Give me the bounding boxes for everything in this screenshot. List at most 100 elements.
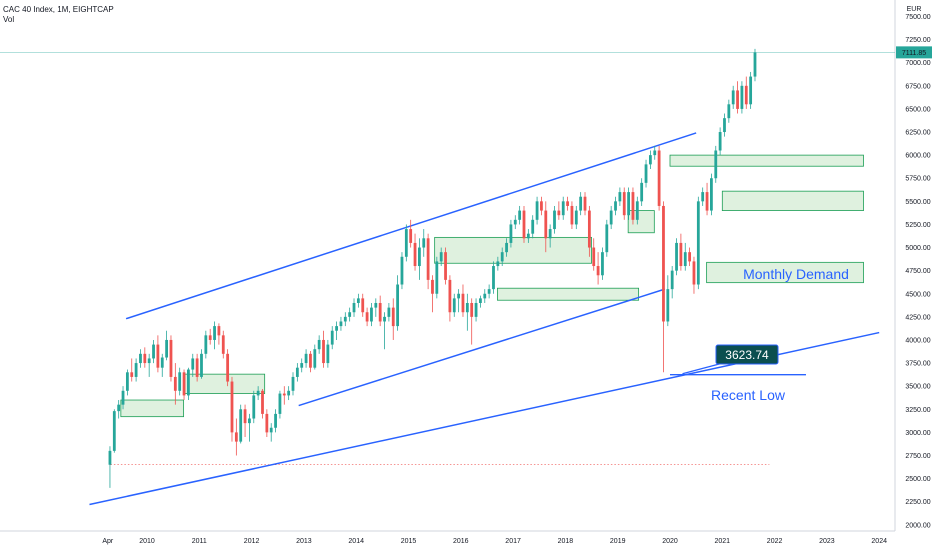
candle — [500, 247, 504, 267]
candle — [727, 99, 731, 123]
candle — [518, 205, 522, 225]
candle-body — [317, 339, 321, 350]
candle — [753, 48, 757, 82]
candle — [714, 145, 718, 183]
candle — [587, 205, 591, 257]
candle — [295, 363, 299, 382]
candle-body — [439, 252, 443, 262]
candle-body — [570, 205, 574, 225]
candle — [535, 196, 539, 225]
recent-low-value: 3623.74 — [725, 348, 769, 362]
candle — [522, 205, 526, 243]
candle — [444, 247, 447, 285]
candle-body — [295, 367, 299, 377]
candle-body — [396, 284, 400, 327]
candle — [457, 289, 461, 313]
candle-body — [535, 201, 539, 220]
candle-body — [479, 298, 482, 303]
candle — [479, 295, 482, 308]
candle — [470, 298, 474, 345]
candle-body — [213, 326, 216, 340]
candle-body — [335, 326, 338, 331]
candle — [182, 369, 186, 401]
price-tick-label: 2000.00 — [905, 522, 930, 529]
candle — [627, 187, 630, 220]
candle-body — [653, 150, 657, 156]
price-tick-label: 6750.00 — [905, 83, 930, 90]
candle — [112, 409, 116, 453]
candle-body — [130, 372, 134, 377]
candle — [696, 196, 700, 290]
candle — [121, 386, 125, 410]
candle-body — [217, 326, 221, 336]
candle-body — [204, 335, 208, 354]
candle-body — [727, 104, 731, 119]
candle — [561, 196, 565, 220]
price-tick-label: 6000.00 — [905, 153, 930, 160]
candle — [618, 187, 622, 206]
candle-body — [688, 252, 692, 262]
annotations-layer: Monthly Demand Recent Low 3623.74 — [682, 266, 849, 403]
candle — [378, 295, 382, 327]
price-tick-label: 6500.00 — [905, 106, 930, 113]
candle — [609, 205, 613, 230]
candle — [653, 145, 657, 160]
time-tick-label: 2014 — [348, 538, 364, 545]
candle-body — [422, 238, 426, 248]
candle — [156, 335, 160, 373]
candle-body — [710, 178, 713, 211]
candle-body — [343, 316, 347, 322]
candle-body — [723, 118, 726, 133]
candle — [483, 289, 487, 303]
candle-body — [304, 353, 308, 364]
candle-body — [326, 344, 330, 364]
candle-body — [187, 369, 190, 396]
time-tick-label: 2015 — [401, 538, 417, 545]
candle-body — [291, 376, 295, 391]
demand-zone — [627, 210, 655, 234]
candle-body — [435, 261, 439, 294]
candle-body — [261, 390, 264, 414]
price-tick-label: 4000.00 — [905, 337, 930, 344]
candle-body — [156, 344, 160, 368]
candle — [383, 312, 386, 350]
candle — [622, 187, 626, 220]
candle-body — [496, 261, 500, 267]
price-tick-label: 7000.00 — [905, 60, 930, 67]
price-tick-label: 4250.00 — [905, 314, 930, 321]
candle — [400, 252, 404, 290]
candle — [452, 293, 456, 317]
candle-body — [544, 210, 548, 239]
price-tick-label: 2750.00 — [905, 453, 930, 460]
candle-body — [125, 372, 129, 391]
candle — [396, 275, 400, 331]
candle — [605, 219, 609, 257]
candle-body — [391, 307, 395, 327]
candle — [300, 358, 304, 373]
candle — [705, 182, 709, 216]
candle-body — [548, 229, 552, 239]
time-tick-label: 2020 — [662, 538, 678, 545]
candle-body — [352, 302, 356, 313]
candle — [548, 224, 552, 248]
candle — [640, 178, 644, 206]
candle-body — [622, 192, 626, 216]
candle — [269, 423, 273, 442]
price-tick-label: 3250.00 — [905, 407, 930, 414]
candle-body — [370, 307, 373, 322]
candle — [592, 238, 596, 271]
candle — [391, 298, 395, 340]
candle — [439, 247, 443, 267]
candle — [243, 404, 247, 438]
time-tick-label: 2018 — [558, 538, 574, 545]
candle-body — [147, 358, 151, 364]
candle-body — [300, 363, 304, 368]
candle-body — [670, 270, 674, 290]
candle — [152, 339, 155, 364]
demand-zone — [497, 287, 640, 301]
candle-body — [112, 411, 116, 451]
candle — [448, 275, 452, 322]
candle — [208, 328, 212, 345]
candle-body — [683, 252, 687, 267]
